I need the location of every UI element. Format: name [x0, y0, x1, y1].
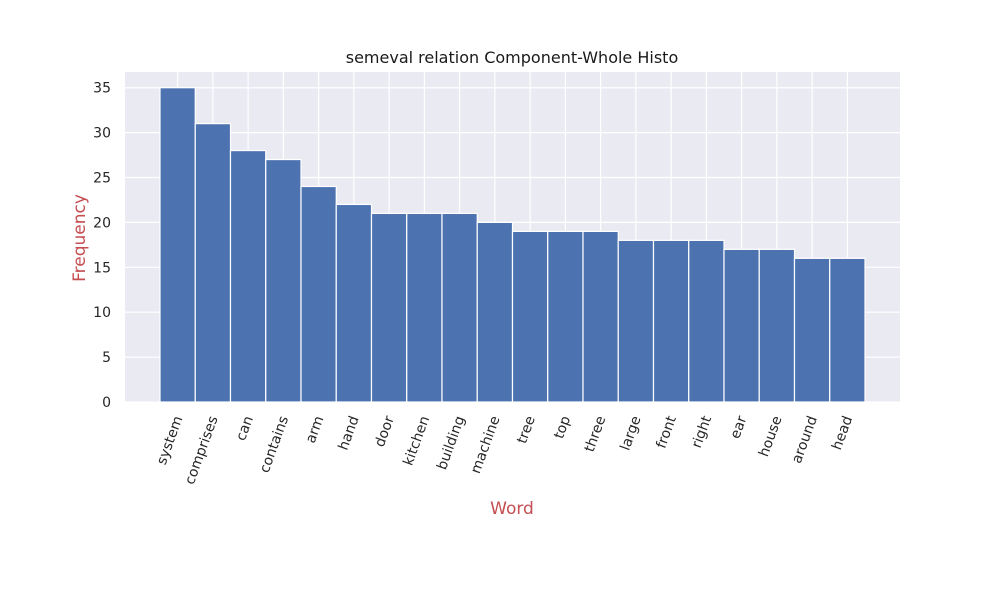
bar-can [229, 149, 267, 403]
x-tick-label: arm [303, 414, 328, 446]
x-tick-label: front [653, 413, 680, 450]
x-tick-label: building [434, 414, 468, 472]
x-tick-label: contains [257, 414, 292, 475]
x-tick-label: kitchen [400, 414, 433, 468]
bar-around [793, 257, 831, 403]
y-tick-labels: 0 5 10 15 20 25 30 35 [93, 81, 111, 411]
bar-three [582, 230, 619, 403]
y-tick-label: 20 [93, 215, 111, 231]
x-tick-label: ear [727, 414, 750, 441]
bar-door [370, 212, 408, 403]
x-tick-label: can [233, 414, 257, 443]
y-tick-label: 5 [102, 350, 111, 366]
y-tick-label: 15 [93, 260, 111, 276]
bar-right [688, 239, 725, 403]
x-tick-label: machine [468, 414, 504, 476]
bar-tree [511, 230, 549, 403]
x-tick-label: head [829, 414, 856, 452]
x-tick-label: right [689, 413, 715, 450]
bars [159, 87, 866, 403]
bar-head [829, 257, 866, 403]
bar-hand [335, 203, 373, 403]
bar-top [547, 230, 584, 403]
bar-building [441, 212, 478, 403]
x-tick-label: top [551, 414, 574, 441]
bar-machine [476, 221, 514, 403]
bar-system [159, 87, 196, 403]
y-axis-label: Frequency [70, 194, 90, 282]
x-tick-label: three [582, 414, 610, 454]
y-tick-label: 25 [93, 171, 111, 187]
bar-comprises [194, 123, 232, 403]
chart-title: semeval relation Component-Whole Histo [346, 48, 678, 67]
bar-arm [300, 185, 337, 403]
bar-front [652, 239, 690, 403]
y-tick-label: 10 [93, 305, 111, 321]
bar-kitchen [406, 212, 443, 403]
x-tick-label: house [756, 414, 785, 459]
x-axis-label: Word [490, 499, 534, 519]
y-tick-label: 0 [102, 395, 111, 411]
x-tick-label: hand [336, 414, 363, 453]
y-tick-label: 35 [93, 81, 111, 97]
x-tick-label: system [154, 414, 186, 467]
x-tick-label: door [372, 414, 398, 450]
x-tick-label: comprises [182, 414, 222, 487]
bar-house [758, 248, 796, 403]
y-tick-label: 30 [93, 126, 111, 142]
x-tick-label: large [617, 414, 644, 453]
bar-large [617, 239, 655, 403]
x-tick-label: tree [514, 414, 539, 446]
bar-ear [723, 248, 760, 403]
x-tick-label: around [789, 414, 821, 466]
bar-contains [265, 158, 302, 403]
